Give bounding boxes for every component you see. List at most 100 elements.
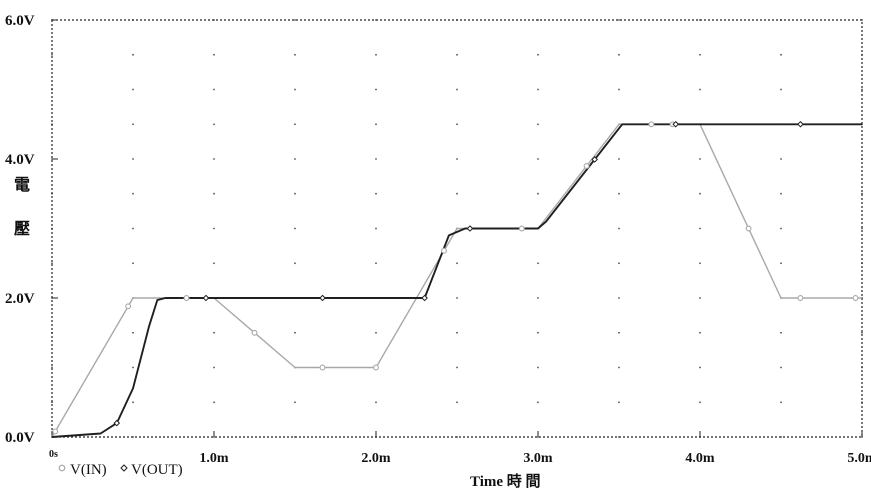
grid-dot xyxy=(375,53,377,56)
data-point-vin xyxy=(583,163,590,169)
grid-dot xyxy=(780,88,782,91)
grid-dot xyxy=(375,192,377,195)
grid-dot xyxy=(780,192,782,195)
y-tick-label: 4.0V xyxy=(5,152,35,168)
grid-dot xyxy=(699,158,701,160)
y-tick-label: 2.0V xyxy=(5,291,35,307)
grid-dot xyxy=(618,53,620,56)
grid-dot xyxy=(537,262,539,265)
y-axis-ticks: 0.0V 2.0V 4.0V 6.0V xyxy=(5,13,58,446)
grid-dot xyxy=(375,227,377,230)
x-tick-label: 1.0m xyxy=(199,451,229,466)
grid-dot xyxy=(456,158,458,160)
grid-dot xyxy=(537,192,539,195)
grid-dot xyxy=(699,227,701,230)
grid-dot xyxy=(132,53,134,56)
x-tick-label: 5.0m xyxy=(847,451,871,466)
legend-marker-vout xyxy=(120,464,128,472)
data-point-vout xyxy=(466,225,474,232)
grid-dot xyxy=(375,123,377,126)
grid-dot xyxy=(537,88,539,91)
grid-dot xyxy=(375,88,377,91)
grid-dot xyxy=(456,331,458,334)
grid-dot xyxy=(375,401,377,404)
grid-dot xyxy=(51,262,53,265)
data-point-vin xyxy=(648,121,655,128)
grid-dot xyxy=(213,331,215,334)
grid-dot xyxy=(456,297,458,299)
legend-label-vout: V(OUT) xyxy=(131,462,183,478)
data-point-vout xyxy=(797,120,804,128)
data-point-vin xyxy=(373,364,379,371)
grid-dot xyxy=(699,262,701,265)
grid-dot xyxy=(132,262,134,265)
grid-dot xyxy=(132,366,134,369)
grid-dot xyxy=(618,366,620,369)
grid-dot xyxy=(51,366,53,369)
data-point-vin xyxy=(852,295,859,301)
grid-dot xyxy=(780,366,782,369)
grid-dot xyxy=(132,192,134,195)
grid-dot xyxy=(537,297,539,299)
grid-dot xyxy=(375,158,377,160)
grid-dot xyxy=(699,366,701,369)
grid-dot xyxy=(618,88,620,91)
plot-frame xyxy=(51,19,863,438)
grid-dot xyxy=(456,123,458,126)
grid-dot xyxy=(132,401,134,404)
grid-dot xyxy=(699,297,701,299)
grid-dot xyxy=(294,262,296,265)
grid-dot xyxy=(780,158,782,160)
data-point-vin xyxy=(251,329,258,336)
grid-dot xyxy=(456,53,458,56)
grid-dot xyxy=(294,53,296,56)
grid-dot xyxy=(537,366,539,369)
grid-dot xyxy=(618,331,620,334)
data-point-vin xyxy=(125,303,132,310)
grid-dot xyxy=(537,123,539,126)
grid-dot xyxy=(780,53,782,56)
grid-dot xyxy=(456,88,458,91)
y-axis-label-char-2: 壓 xyxy=(14,219,30,238)
y-tick-label: 0.0V xyxy=(5,430,35,446)
grid-dot xyxy=(213,158,215,160)
grid-dot xyxy=(861,331,863,334)
grid-dot xyxy=(456,401,458,404)
grid-dot xyxy=(213,123,215,126)
grid-dot xyxy=(294,227,296,230)
data-point-vout xyxy=(421,294,428,302)
grid-dot xyxy=(456,262,458,265)
y-axis-label-char-1: 電 xyxy=(14,175,30,194)
legend-marker-vin xyxy=(58,464,66,472)
grid-dot xyxy=(213,262,215,265)
grid-dot xyxy=(699,401,701,404)
grid-dot xyxy=(294,401,296,404)
grid-dot xyxy=(213,192,215,195)
grid-dot xyxy=(618,192,620,195)
series-layer xyxy=(51,120,862,438)
grid-dot xyxy=(132,88,134,91)
grid-dot xyxy=(861,227,863,230)
grid-dot xyxy=(699,88,701,91)
grid-dot xyxy=(699,331,701,334)
grid-dot xyxy=(294,192,296,195)
grid-dot xyxy=(537,401,539,404)
data-point-vout xyxy=(202,294,210,302)
grid-dot xyxy=(618,19,620,21)
grid-dot xyxy=(537,53,539,56)
data-point-vin xyxy=(319,364,326,371)
grid-dot xyxy=(294,123,296,126)
grid-dot xyxy=(375,331,377,334)
data-point-vin xyxy=(441,247,447,254)
grid-dot xyxy=(618,401,620,404)
grid-dot xyxy=(618,227,620,230)
grid-dot xyxy=(537,331,539,334)
grid-dot xyxy=(456,192,458,195)
data-point-vin xyxy=(52,428,59,435)
data-point-vout xyxy=(672,120,680,128)
grid-dot xyxy=(132,331,134,334)
grid-dot xyxy=(132,123,134,126)
series-line-vout xyxy=(51,123,862,438)
grid-dot xyxy=(861,88,863,91)
